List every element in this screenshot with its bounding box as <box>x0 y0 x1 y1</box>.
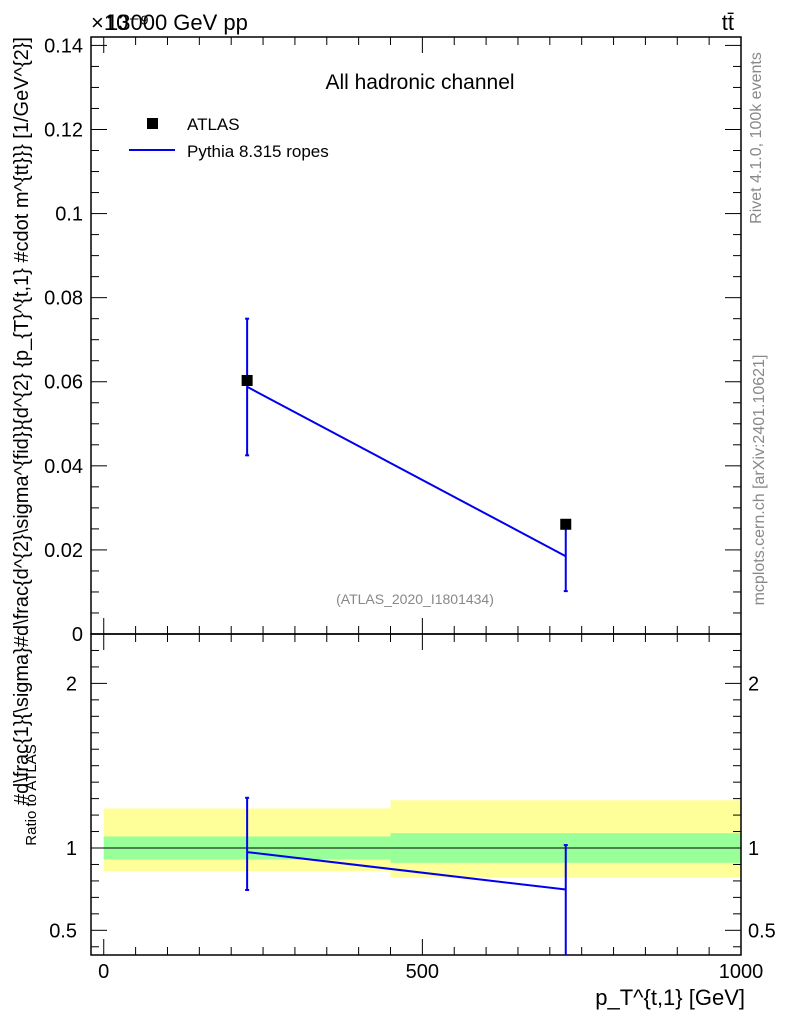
main-y-axis-label: #d\frac{1}{\sigma}#d\frac{d^{2}\sigma^{f… <box>11 37 33 805</box>
x-tick-label: 1000 <box>719 961 764 983</box>
y-tick-label-main: 0.04 <box>44 456 83 478</box>
legend-pythia-label: Pythia 8.315 ropes <box>187 142 329 161</box>
y-tick-label-main: 0.02 <box>44 540 83 562</box>
y-tick-label-ratio-right: 1 <box>748 838 759 860</box>
ratio-y-axis-label: Ratio to ATLAS <box>23 744 40 845</box>
pythia-line <box>246 385 567 558</box>
y-tick-label-main: 0.14 <box>44 35 83 57</box>
y-tick-label-main: 0.12 <box>44 119 83 141</box>
y-tick-label-main: 0.06 <box>44 372 83 394</box>
y-tick-label-main: 0.08 <box>44 288 83 310</box>
main-series <box>241 317 572 593</box>
atlas-point <box>241 374 253 386</box>
ratio-plot-frame <box>90 633 742 956</box>
mcplots-label: mcplots.cern.ch [arXiv:2401.10621] <box>751 355 768 606</box>
chart-title: All hadronic channel <box>325 71 514 94</box>
rivet-label: Rivet 4.1.0, 100k events <box>748 52 765 224</box>
process-label: tt̄ <box>722 10 734 35</box>
y-tick-label-ratio-right: 2 <box>748 673 759 695</box>
legend: ATLAS Pythia 8.315 ropes <box>129 115 329 161</box>
axis-ticks <box>91 37 742 955</box>
ratio-series <box>245 796 568 955</box>
legend-atlas-marker <box>147 118 158 129</box>
y-tick-label-ratio-left: 2 <box>66 673 77 695</box>
legend-atlas-label: ATLAS <box>187 115 240 134</box>
analysis-label: (ATLAS_2020_I1801434) <box>336 591 494 607</box>
y-tick-label-ratio-right: 0.5 <box>748 920 776 942</box>
atlas-point <box>560 518 572 530</box>
y-tick-label-ratio-left: 1 <box>66 838 77 860</box>
x-tick-label: 0 <box>98 961 109 983</box>
x-tick-label: 500 <box>406 961 439 983</box>
y-tick-label-main: 0.1 <box>55 204 83 226</box>
axis-tick-labels: 0 500 1000 0 0.02 0.04 0.06 0.08 0.1 0.12 0.14 0.5 0… <box>44 35 776 983</box>
y-tick-label-ratio-left: 0.5 <box>49 920 77 942</box>
energy-label: 13000 GeV pp <box>106 10 248 35</box>
y-tick-label-main: 0 <box>72 624 83 646</box>
ratio-uncertainty-bands <box>103 800 741 878</box>
x-axis-label: p_T^{t,1} [GeV] <box>595 985 745 1010</box>
exponent-label: ×10⁻⁹ <box>91 10 149 35</box>
ratio-pythia-line <box>247 851 566 891</box>
